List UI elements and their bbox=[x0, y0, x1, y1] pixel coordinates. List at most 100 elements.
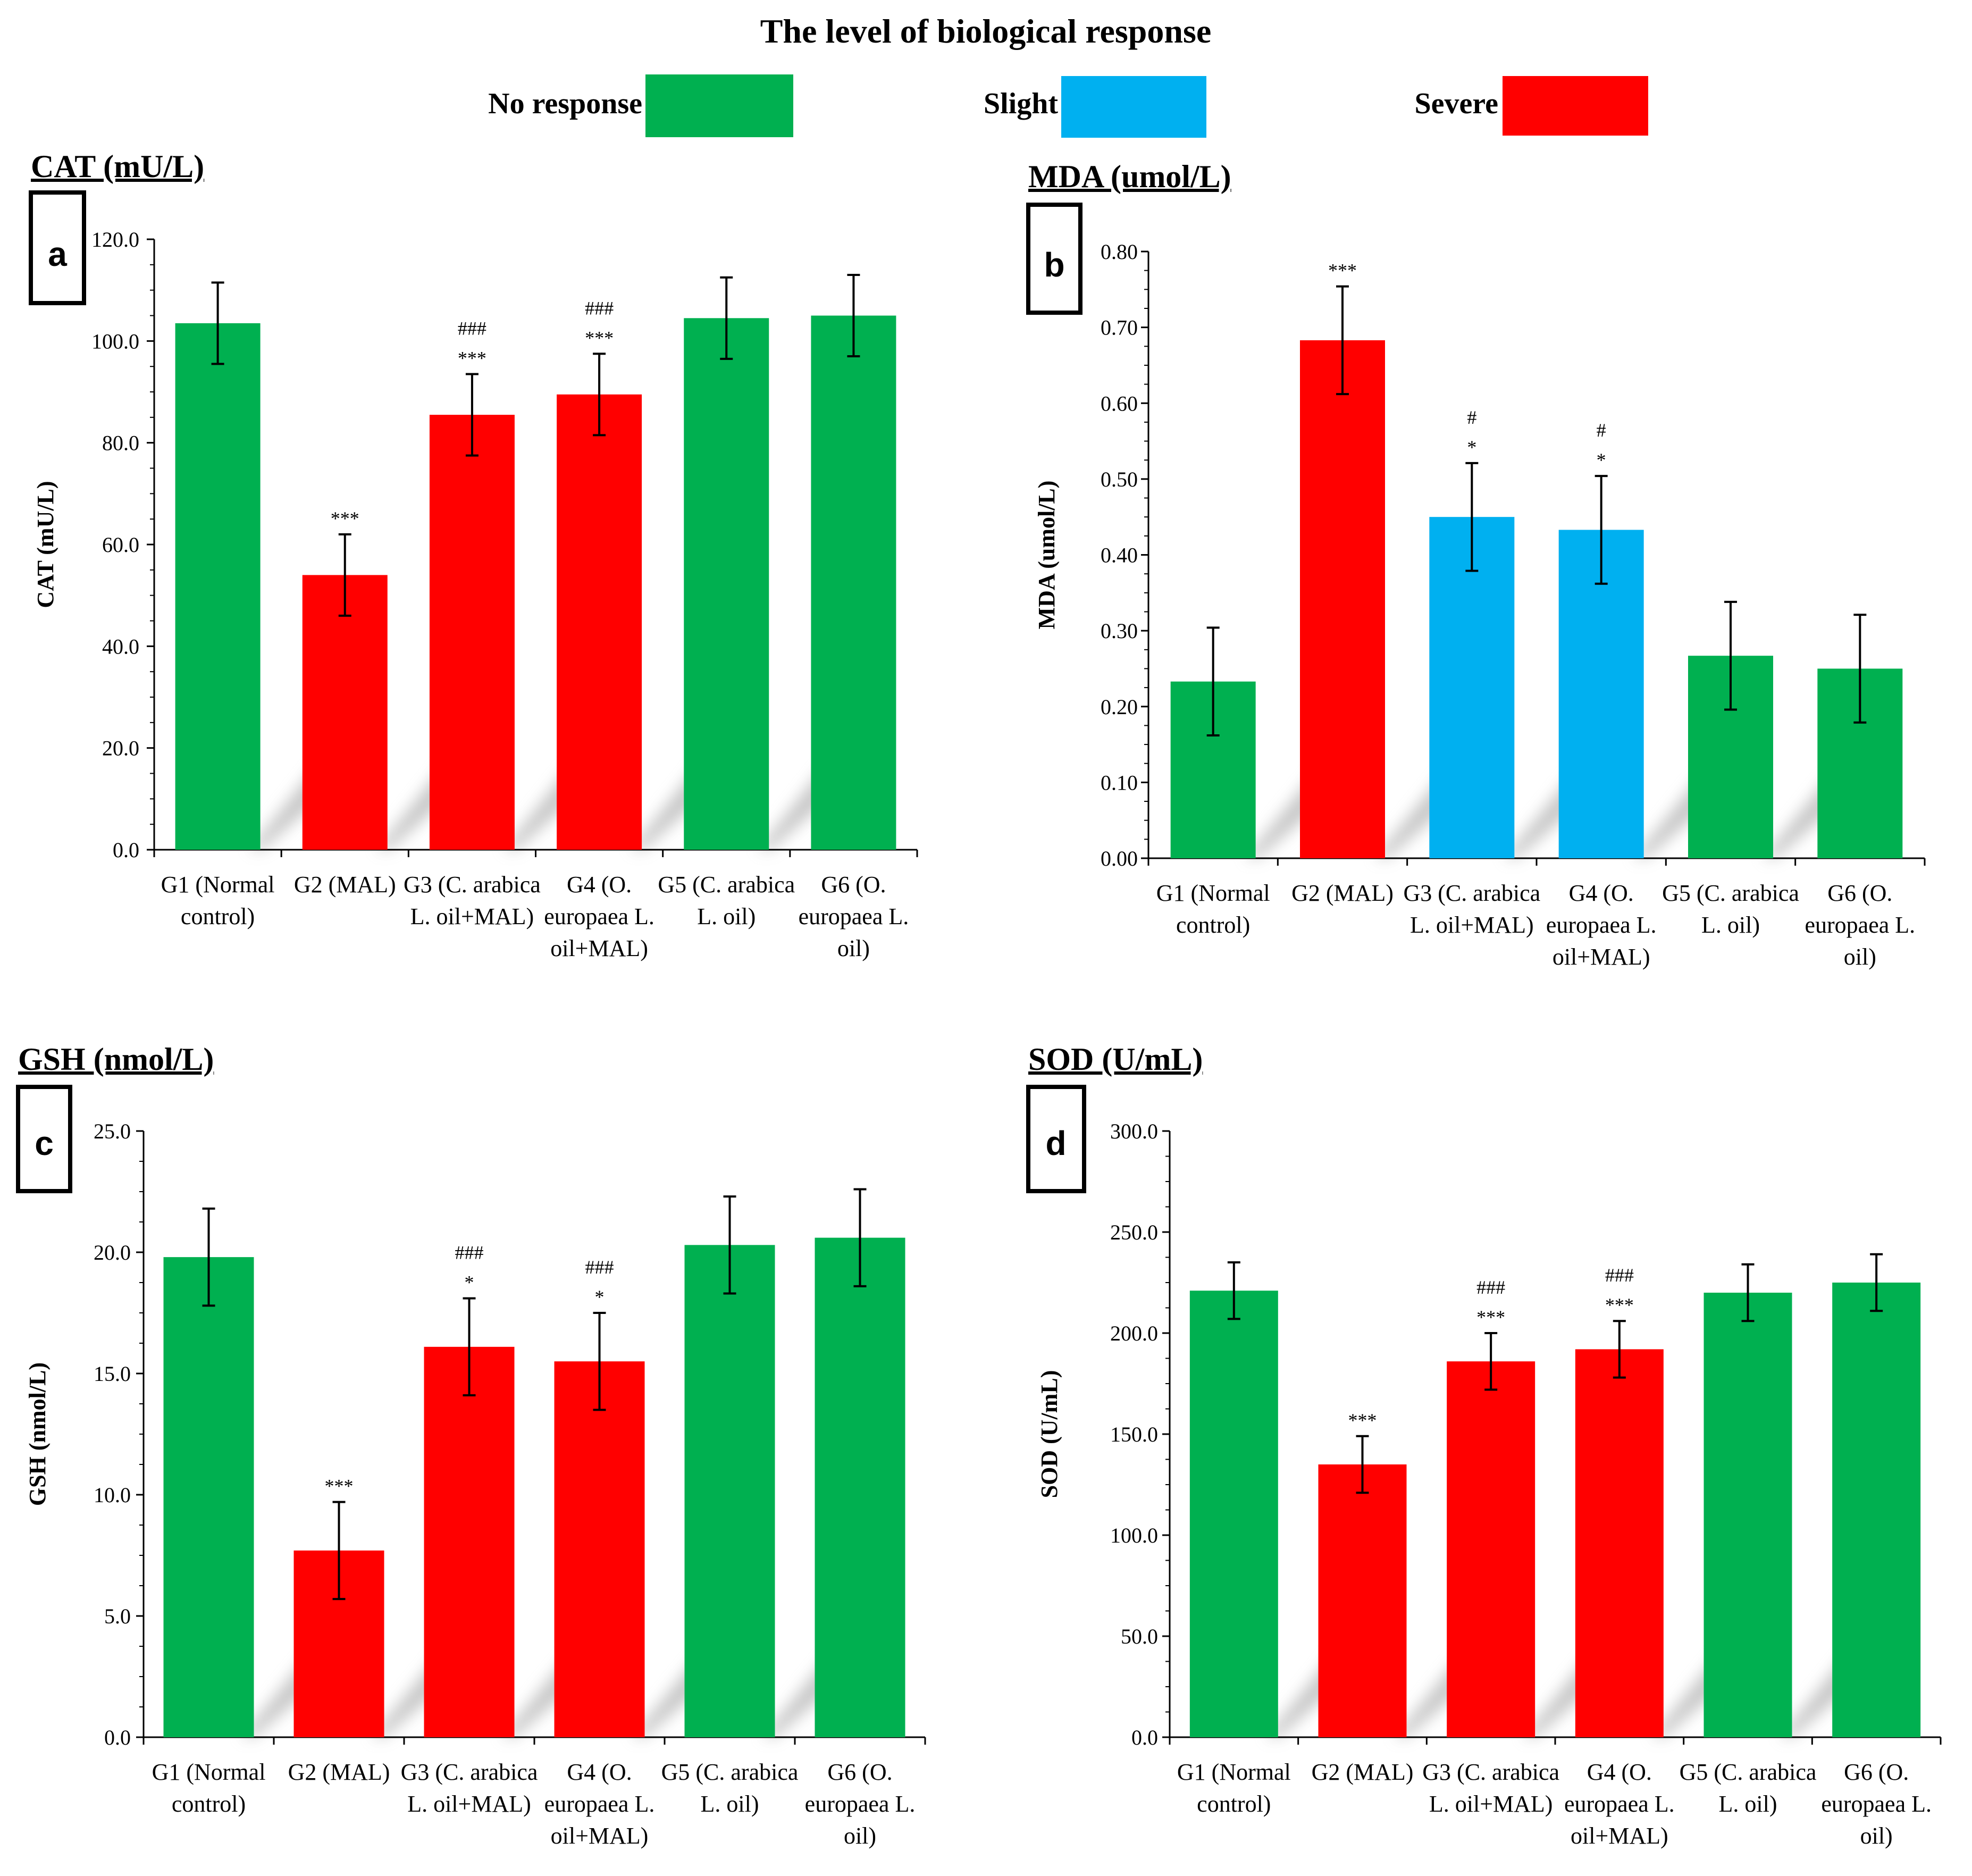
panel-letter-box-c bbox=[16, 1085, 72, 1193]
figure-title: The level of biological response bbox=[760, 12, 1212, 50]
panel-title-gsh: GSH (nmol/L) bbox=[18, 1042, 214, 1077]
category-label: G2 (MAL) bbox=[1291, 880, 1394, 906]
panel-letter-d: d bbox=[1045, 1124, 1066, 1162]
bar bbox=[1832, 1283, 1921, 1737]
category-label: oil) bbox=[1844, 944, 1876, 970]
panel-letter-a: a bbox=[48, 235, 67, 273]
bar bbox=[815, 1237, 905, 1737]
legend-label-slight: Slight bbox=[984, 87, 1058, 120]
bar bbox=[1189, 1291, 1278, 1737]
y-tick-label: 0.60 bbox=[1101, 391, 1138, 415]
category-label: oil) bbox=[837, 935, 870, 961]
category-label: europaea L. bbox=[805, 1791, 916, 1817]
category-label: oil+MAL) bbox=[1553, 944, 1650, 970]
y-tick-label: 5.0 bbox=[104, 1604, 131, 1628]
panel-title-sod: SOD (U/mL) bbox=[1028, 1042, 1203, 1077]
y-tick-label: 15.0 bbox=[94, 1362, 131, 1386]
significance-marker: *** bbox=[1476, 1306, 1505, 1328]
legend-label-severe: Severe bbox=[1414, 87, 1498, 120]
y-tick-label: 100.0 bbox=[1110, 1523, 1158, 1547]
category-label: G4 (O. bbox=[1569, 880, 1634, 906]
category-label: L. oil+MAL) bbox=[1410, 912, 1534, 938]
category-label: G5 (C. arabica bbox=[1680, 1759, 1817, 1785]
hash-significance-marker: ### bbox=[458, 318, 486, 339]
y-axis-label: CAT (mU/L) bbox=[32, 481, 58, 608]
y-tick-label: 40.0 bbox=[102, 634, 139, 658]
category-label: G3 (C. arabica bbox=[404, 872, 541, 898]
y-axis-label: MDA (umol/L) bbox=[1034, 481, 1060, 630]
category-label: G4 (O. bbox=[1587, 1759, 1652, 1785]
significance-marker: *** bbox=[458, 348, 486, 369]
bar bbox=[1318, 1464, 1407, 1737]
category-label: control) bbox=[1176, 912, 1250, 938]
category-label: G2 (MAL) bbox=[294, 872, 396, 898]
category-label: europaea L. bbox=[1564, 1791, 1675, 1817]
category-label: control) bbox=[172, 1791, 246, 1817]
hash-significance-marker: ### bbox=[455, 1242, 484, 1263]
y-tick-label: 0.0 bbox=[113, 838, 139, 862]
y-tick-label: 0.40 bbox=[1101, 543, 1138, 567]
y-tick-label: 0.00 bbox=[1101, 847, 1138, 870]
bar bbox=[1447, 1361, 1535, 1737]
y-tick-label: 0.20 bbox=[1101, 695, 1138, 719]
category-label: G1 (Normal bbox=[1177, 1759, 1291, 1785]
panel-letter-box-d bbox=[1026, 1085, 1086, 1193]
significance-marker: *** bbox=[1605, 1294, 1634, 1316]
category-label: G6 (O. bbox=[1827, 880, 1892, 906]
category-label: L. oil) bbox=[701, 1791, 759, 1817]
significance-marker: * bbox=[595, 1286, 605, 1308]
y-tick-label: 150.0 bbox=[1110, 1422, 1158, 1446]
y-tick-label: 0.10 bbox=[1101, 770, 1138, 794]
category-label: oil+MAL) bbox=[551, 1823, 649, 1849]
hash-significance-marker: ### bbox=[585, 297, 614, 319]
category-label: L. oil) bbox=[697, 903, 756, 929]
category-label: G3 (C. arabica bbox=[401, 1759, 538, 1785]
y-tick-label: 20.0 bbox=[94, 1241, 131, 1264]
category-label: oil+MAL) bbox=[1571, 1823, 1668, 1849]
hash-significance-marker: # bbox=[1467, 407, 1476, 428]
panel-letter-c: c bbox=[35, 1124, 54, 1162]
panel-d-header: SOD (U/mL) d bbox=[1026, 1042, 1203, 1193]
bar bbox=[1300, 340, 1385, 858]
category-label: oil) bbox=[1860, 1823, 1893, 1849]
category-label: L. oil+MAL) bbox=[1429, 1791, 1553, 1817]
legend-swatch-no-response bbox=[645, 74, 793, 137]
category-label: control) bbox=[181, 903, 255, 929]
bar bbox=[1575, 1349, 1664, 1737]
y-tick-label: 120.0 bbox=[91, 228, 139, 252]
hash-significance-marker: # bbox=[1597, 420, 1606, 441]
significance-marker: *** bbox=[1348, 1410, 1377, 1431]
category-label: control) bbox=[1197, 1791, 1271, 1817]
legend-label-no-response: No response bbox=[488, 87, 642, 120]
category-label: G3 (C. arabica bbox=[1422, 1759, 1559, 1785]
category-label: G6 (O. bbox=[1844, 1759, 1909, 1785]
y-tick-label: 50.0 bbox=[1121, 1624, 1158, 1648]
y-tick-label: 100.0 bbox=[91, 329, 139, 353]
legend: No response Slight Severe bbox=[488, 74, 1648, 138]
bar bbox=[1704, 1293, 1792, 1737]
panel-a-header: CAT (mU/L) a bbox=[29, 149, 204, 305]
significance-marker: * bbox=[1467, 437, 1476, 458]
category-label: L. oil) bbox=[1719, 1791, 1777, 1817]
bar bbox=[175, 323, 261, 850]
bar bbox=[554, 1361, 645, 1737]
legend-swatch-slight bbox=[1061, 76, 1206, 138]
category-label: L. oil+MAL) bbox=[410, 903, 534, 929]
hash-significance-marker: ### bbox=[1476, 1277, 1505, 1298]
category-label: G1 (Normal bbox=[152, 1759, 266, 1785]
category-label: G4 (O. bbox=[567, 872, 632, 898]
y-tick-label: 300.0 bbox=[1110, 1119, 1158, 1143]
chart-gsh: 0.0 5.0 10.0 15.0 20.0 25.0 GSH (nmol/L) G1 (No… bbox=[24, 1119, 926, 1849]
bar bbox=[424, 1346, 515, 1737]
panel-b-header: MDA (umol/L) b bbox=[1026, 159, 1231, 315]
y-tick-label: 60.0 bbox=[102, 533, 139, 557]
y-tick-label: 0.30 bbox=[1101, 619, 1138, 643]
chart-mda: 0.00 0.10 0.20 0.30 0.40 0.50 0.60 0.70 0.80 MDA … bbox=[1034, 240, 1926, 970]
y-axis-label: GSH (nmol/L) bbox=[24, 1362, 51, 1506]
category-label: europaea L. bbox=[1546, 912, 1657, 938]
chart-sod: 0.0 50.0 100.0 150.0 200.0 250.0 300.0 SOD (U/m… bbox=[1036, 1119, 1942, 1849]
category-label: L. oil) bbox=[1701, 912, 1760, 938]
category-label: G1 (Normal bbox=[1156, 880, 1270, 906]
hash-significance-marker: ### bbox=[585, 1257, 614, 1278]
